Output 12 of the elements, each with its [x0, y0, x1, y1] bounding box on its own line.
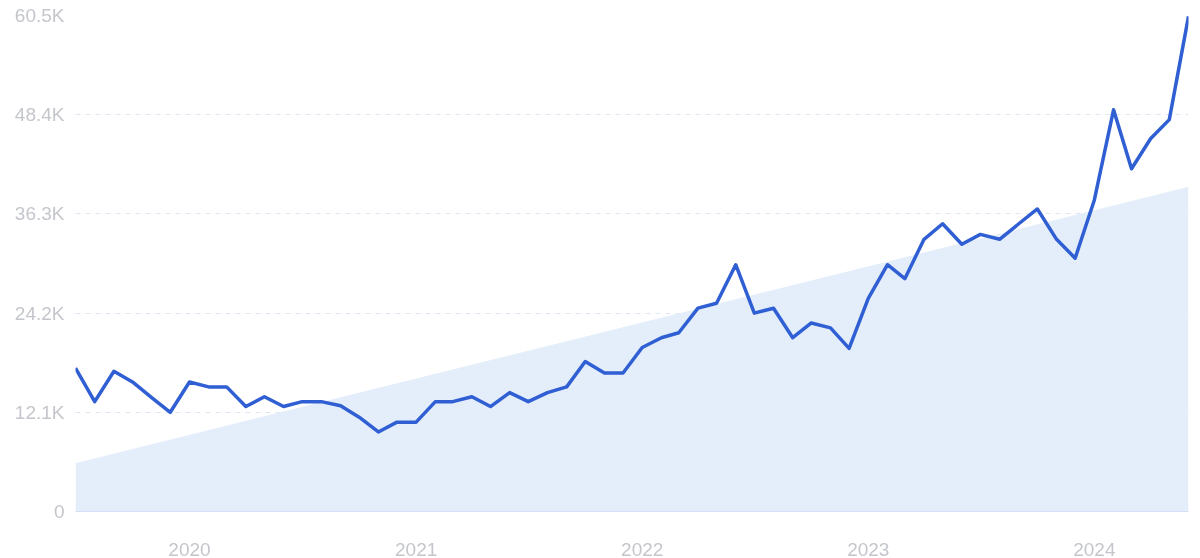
x-tick-label: 2024 [1073, 538, 1116, 558]
y-tick-label: 24.2K [14, 302, 65, 324]
y-tick-label: 48.4K [14, 104, 65, 126]
y-tick-label: 60.5K [14, 5, 65, 26]
y-tick-label: 12.1K [14, 401, 65, 423]
x-tick-label: 2022 [621, 538, 664, 558]
x-tick-label: 2021 [395, 538, 438, 558]
x-tick-label: 2020 [168, 538, 211, 558]
y-tick-label: 0 [53, 501, 65, 522]
line-series [75, 15, 1189, 434]
y-tick-label: 36.3K [14, 203, 65, 225]
x-tick-label: 2023 [847, 538, 890, 558]
